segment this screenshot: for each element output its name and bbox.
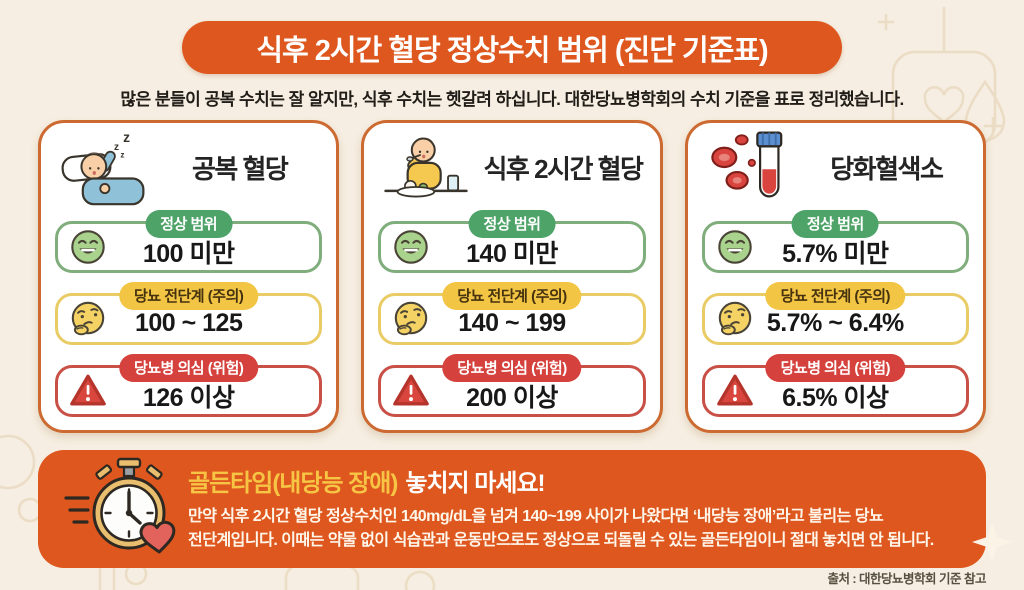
svg-text:z: z [114,142,119,153]
banner-body: 만약 식후 2시간 혈당 정상수치인 140mg/dL을 넘겨 140~199 … [188,505,960,553]
prediabetes-pill: 당뇨 전단계 (주의) [118,282,259,310]
card-header: z z z 공복 혈당 [41,123,336,206]
normal-range-value: 140 미만 [466,239,558,268]
diabetes-pill: 당뇨병 의심 (위험) [118,354,259,382]
card-title: 공복 혈당 [191,153,289,184]
blood-cells-test-tube-icon [710,131,782,198]
diabetes-value: 6.5% 이상 [782,383,889,412]
diabetes-pill: 당뇨병 의심 (위험) [765,354,906,382]
card-title: 당화혈색소 [830,153,944,184]
sparkle-icon [972,522,1012,562]
banner-body-line2: 전단계입니다. 이때는 약물 없이 식습관과 운동만으로도 정상으로 되돌릴 수… [188,532,934,549]
banner-body-line1: 만약 식후 2시간 혈당 정상수치인 140mg/dL을 넘겨 140~199 … [188,508,884,525]
prediabetes-row: 당뇨 전단계 (주의) 140 ~ 199 [378,282,646,345]
banner-text: 골든타임(내당능 장애) 놓치지 마세요! 만약 식후 2시간 혈당 정상수치인 … [188,463,960,553]
warning-triangle-icon [69,372,107,410]
thinking-face-icon [69,300,107,338]
smiley-face-icon [716,228,754,266]
card-header: 식후 2시간 혈당 [364,123,659,201]
banner-title: 골든타임(내당능 장애) 놓치지 마세요! [188,463,960,498]
warning-triangle-icon [392,372,430,410]
diabetes-row: 당뇨병 의심 (위험) 126 이상 [55,354,323,417]
normal-range-row: 정상 범위 100 미만 [55,210,323,273]
normal-range-value: 100 미만 [142,239,235,268]
thinking-face-icon [716,300,754,338]
normal-range-value: 5.7% 미만 [782,239,889,268]
svg-text:z: z [120,150,124,159]
card-header: 당화혈색소 [688,123,983,201]
normal-range-pill: 정상 범위 [791,210,879,238]
warning-triangle-icon [716,372,754,410]
prediabetes-row: 당뇨 전단계 (주의) 100 ~ 125 [55,282,323,345]
prediabetes-value: 140 ~ 199 [458,309,566,337]
stopwatch-heart-icon [64,457,176,554]
diabetes-row: 당뇨병 의심 (위험) 6.5% 이상 [701,354,969,417]
eating-person-icon [384,137,468,198]
golden-time-banner: 골든타임(내당능 장애) 놓치지 마세요! 만약 식후 2시간 혈당 정상수치인 … [38,450,986,568]
svg-text:z: z [123,130,130,145]
normal-range-pill: 정상 범위 [145,210,233,238]
diabetes-value: 200 이상 [466,383,558,412]
card-postmeal-glucose: 식후 2시간 혈당 정상 범위 140 미만 당뇨 전단계 (주의) 140 ~… [361,120,663,433]
normal-range-row: 정상 범위 140 미만 [378,210,646,273]
source-note: 출처 : 대한당뇨병학회 기준 참고 [827,572,986,586]
card-hba1c: 당화혈색소 정상 범위 5.7% 미만 당뇨 전단계 (주의) 5.7% ~ 6… [684,120,986,433]
prediabetes-value: 100 ~ 125 [134,309,243,337]
prediabetes-value: 5.7% ~ 6.4% [766,309,904,337]
page-subtitle: 많은 분들이 공복 수치는 잘 알지만, 식후 수치는 헷갈려 하십니다. 대한… [120,90,904,109]
page-title-banner: 식후 2시간 혈당 정상수치 범위 (진단 기준표) [182,21,842,74]
prediabetes-row: 당뇨 전단계 (주의) 5.7% ~ 6.4% [701,282,969,345]
page-title: 식후 2시간 혈당 정상수치 범위 (진단 기준표) [256,34,768,67]
diabetes-pill: 당뇨병 의심 (위험) [442,354,582,382]
normal-range-pill: 정상 범위 [468,210,556,238]
card-title: 식후 2시간 혈당 [483,153,644,184]
card-fasting-glucose: z z z 공복 혈당 정상 범위 100 미만 [38,120,340,433]
diabetes-row: 당뇨병 의심 (위험) 200 이상 [378,354,646,417]
diabetes-value: 126 이상 [142,383,235,412]
smiley-face-icon [392,228,430,266]
sleeping-person-icon: z z z [61,130,145,206]
banner-title-highlight: 골든타임(내당능 장애) [188,470,398,497]
prediabetes-pill: 당뇨 전단계 (주의) [442,282,582,310]
thinking-face-icon [392,300,430,338]
reference-cards: z z z 공복 혈당 정상 범위 100 미만 [38,120,986,433]
smiley-face-icon [69,228,107,266]
normal-range-row: 정상 범위 5.7% 미만 [701,210,969,273]
banner-title-rest: 놓치지 마세요! [405,470,545,497]
prediabetes-pill: 당뇨 전단계 (주의) [765,282,906,310]
